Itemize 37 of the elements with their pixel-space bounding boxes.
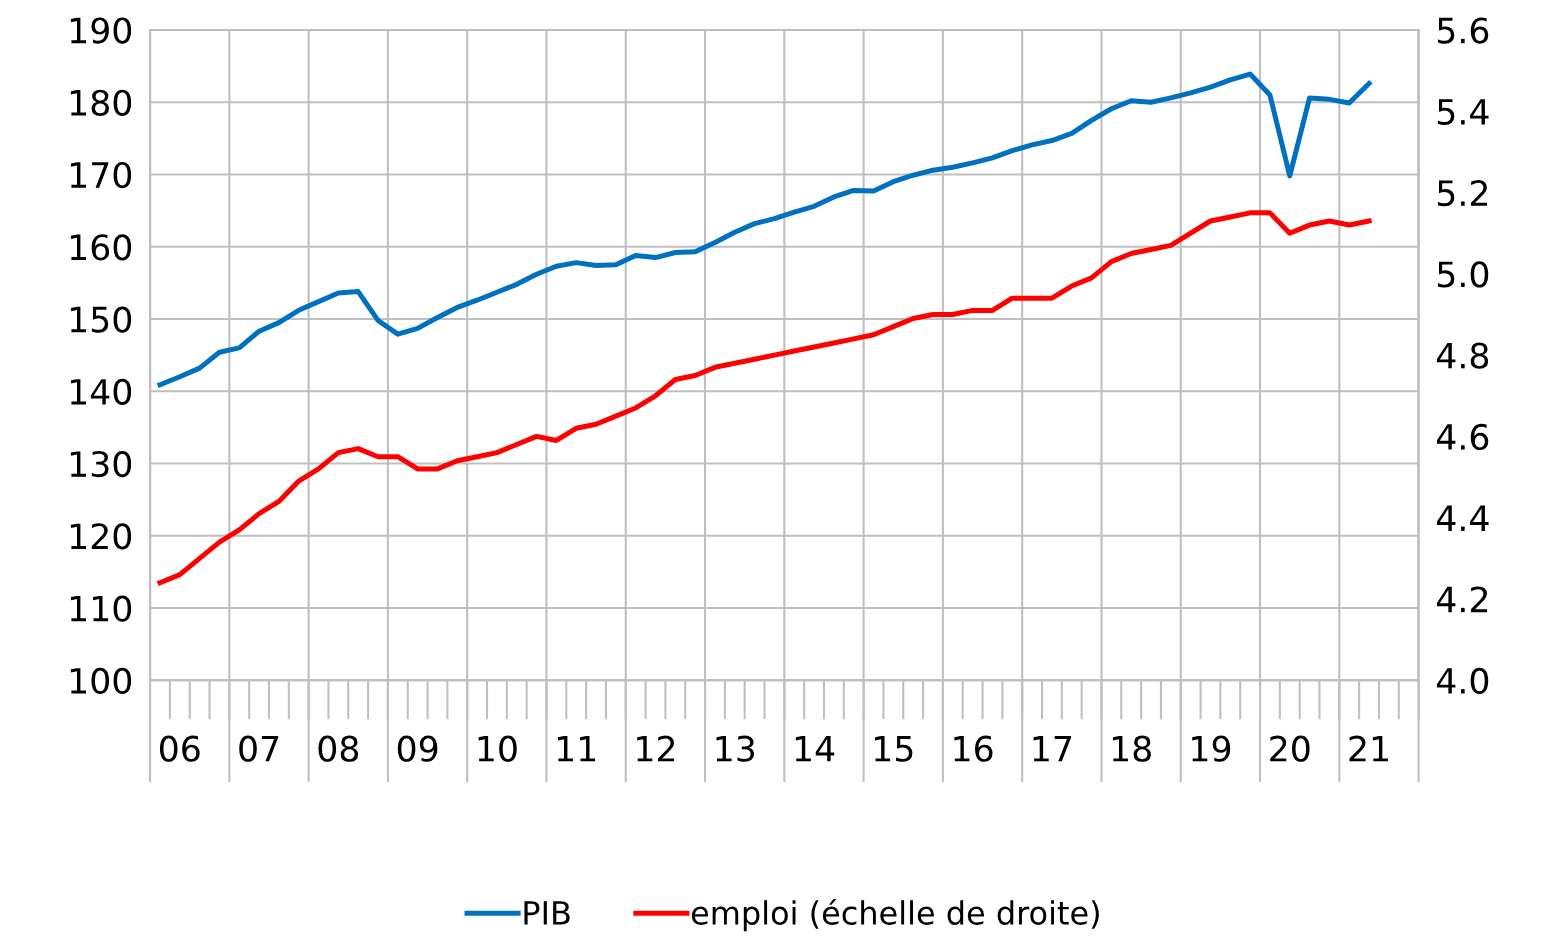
y2-tick-label: 4.0 [1436,667,1489,694]
x-tick-label: 09 [397,735,438,762]
x-tick-label: 18 [1112,735,1151,762]
y-tick-label: 180 [70,89,132,116]
x-tick-label: 07 [239,735,279,762]
y2-tick-label: 4.8 [1436,342,1489,369]
y-tick-label: 100 [70,667,132,694]
legend-label: PIB [524,901,570,925]
x-tick-label: 14 [795,736,835,762]
y-tick-label: 140 [70,378,132,405]
x-tick-label: 21 [1349,735,1388,762]
x-tick-label: 08 [318,735,359,762]
x-tick-label: 06 [159,735,200,762]
x-tick-label: 13 [716,735,755,762]
y-tick-label: 150 [70,306,132,333]
y-tick-label: 170 [70,161,132,189]
y2-tick-label: 5.0 [1437,261,1489,288]
y2-tick-label: 5.6 [1437,17,1489,44]
legend-label: emploi (échelle de droite) [691,898,1099,932]
x-tick-label: 17 [1033,736,1072,762]
y-tick-label: 190 [70,17,132,44]
y-tick-label: 110 [70,595,132,622]
y2-tick-label: 4.4 [1436,505,1489,531]
x-tick-label: 19 [1192,735,1231,762]
y-tick-label: 120 [70,523,132,550]
x-tick-label: 11 [557,736,596,762]
x-tick-label: 16 [954,735,993,762]
y2-tick-label: 4.6 [1436,423,1489,451]
y2-tick-label: 4.2 [1436,586,1488,613]
y2-tick-label: 5.2 [1437,179,1488,207]
y-tick-label: 130 [70,450,132,478]
x-tick-label: 20 [1270,735,1310,762]
x-tick-label: 10 [478,735,517,762]
x-tick-label: 15 [875,736,913,762]
x-tick-label: 12 [637,735,675,762]
y-tick-label: 160 [70,234,132,261]
y2-tick-label: 5.4 [1437,99,1489,125]
